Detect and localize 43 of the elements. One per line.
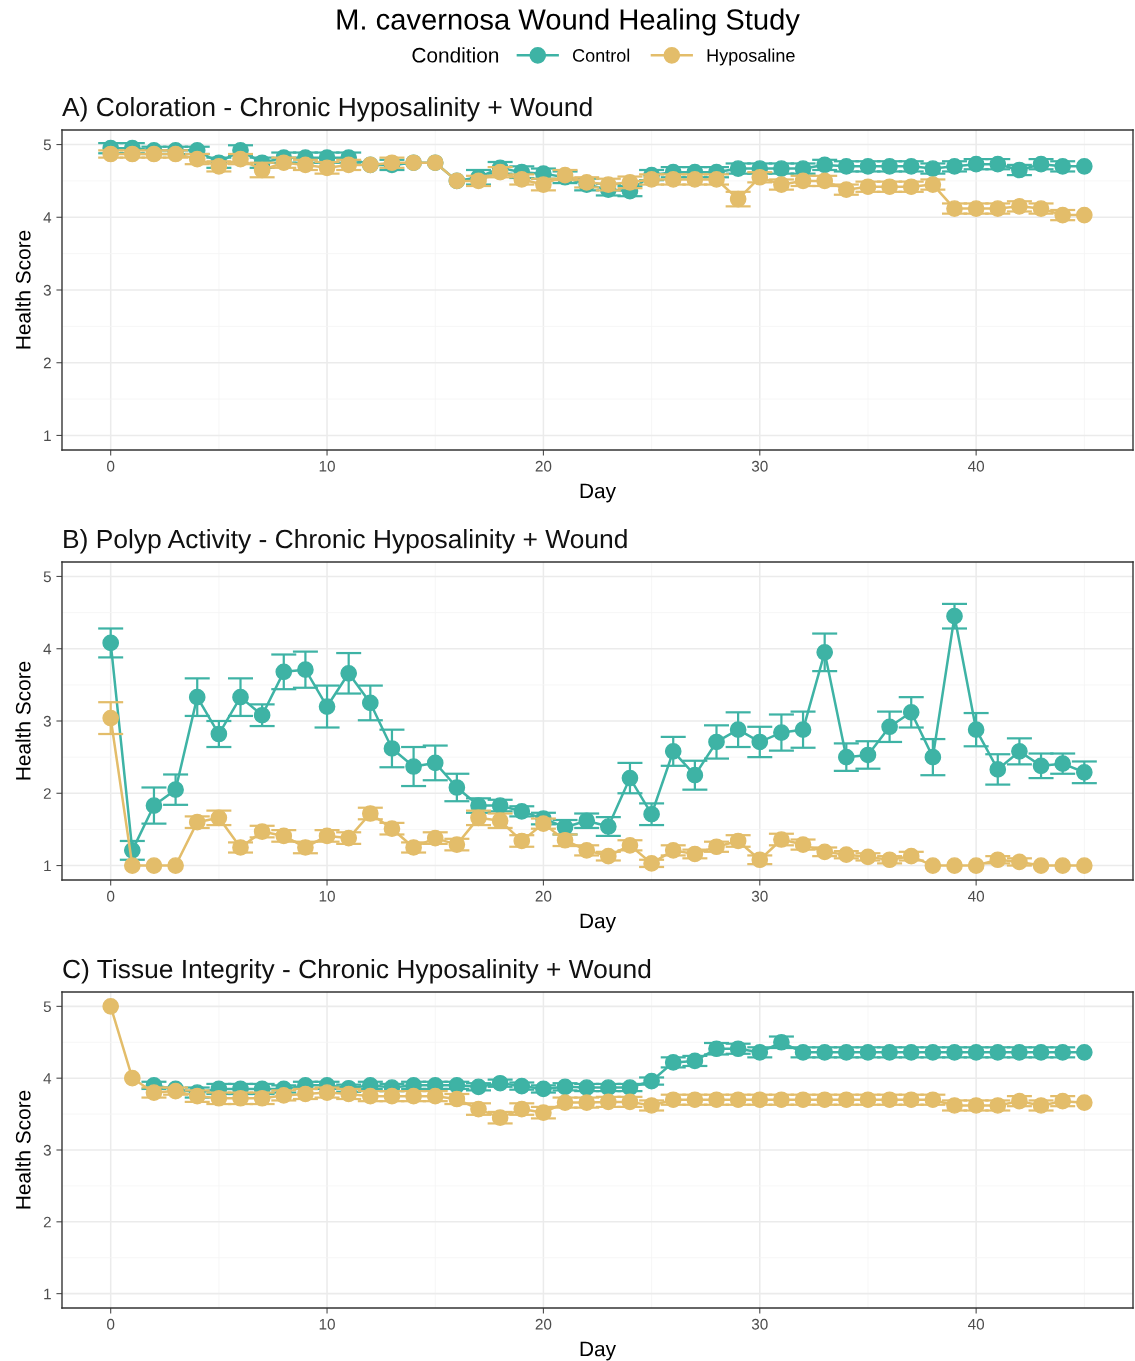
y-tick-label: 3 bbox=[43, 715, 51, 727]
x-tick-label: 20 bbox=[535, 1318, 552, 1330]
legend-label: Control bbox=[573, 48, 630, 62]
x-tick-label: 30 bbox=[751, 460, 768, 472]
x-tick-label: 20 bbox=[535, 460, 552, 472]
x-tick-label: 40 bbox=[967, 890, 985, 902]
y-tick-label: 1 bbox=[44, 1288, 51, 1300]
chart-title: C) Tissue Integrity - Chronic Hyposalinity + Wound bbox=[63, 958, 651, 984]
y-tick-label: 4 bbox=[43, 1073, 52, 1084]
chart-title: A) Coloration - Chronic Hyposalinity + Wound bbox=[62, 96, 592, 122]
x-tick-label: 20 bbox=[535, 890, 552, 902]
chart-title: B) Polyp Activity - Chronic Hyposalinity + Wound bbox=[64, 528, 627, 554]
x-axis-title: Day bbox=[580, 913, 616, 933]
legend-title: Condition bbox=[412, 47, 499, 63]
y-tick-label: 5 bbox=[43, 1001, 51, 1013]
x-tick-label: 10 bbox=[319, 460, 335, 472]
y-tick-label: 5 bbox=[43, 139, 51, 151]
x-tick-label: 0 bbox=[107, 1318, 115, 1330]
y-tick-label: 2 bbox=[43, 1216, 51, 1228]
y-axis-title: Health Score bbox=[15, 661, 31, 780]
x-tick-label: 0 bbox=[107, 460, 115, 472]
x-axis-title: Day bbox=[580, 483, 616, 503]
x-axis-title: Day bbox=[580, 1341, 616, 1361]
y-tick-label: 5 bbox=[43, 571, 51, 583]
x-tick-label: 30 bbox=[751, 1318, 768, 1330]
y-axis-title: Health Score bbox=[15, 1090, 31, 1209]
text: M. cavernosa Wound Healing Study bbox=[337, 8, 800, 36]
y-tick-label: 1 bbox=[44, 430, 51, 441]
x-tick-label: 40 bbox=[967, 1318, 985, 1330]
y-axis-title: Health Score bbox=[15, 230, 31, 349]
legend-label: Hyposaline bbox=[707, 48, 795, 66]
x-tick-label: 30 bbox=[751, 890, 768, 902]
x-tick-label: 0 bbox=[107, 890, 115, 902]
y-tick-label: 3 bbox=[43, 1144, 51, 1156]
x-tick-label: 10 bbox=[319, 890, 335, 902]
y-tick-label: 2 bbox=[43, 788, 51, 799]
y-tick-label: 3 bbox=[43, 284, 51, 296]
y-tick-label: 4 bbox=[43, 643, 52, 655]
y-tick-label: 4 bbox=[43, 212, 52, 223]
y-tick-label: 1 bbox=[44, 860, 51, 872]
x-tick-label: 40 bbox=[967, 460, 985, 472]
x-tick-label: 10 bbox=[319, 1318, 335, 1330]
y-tick-label: 2 bbox=[43, 357, 51, 369]
